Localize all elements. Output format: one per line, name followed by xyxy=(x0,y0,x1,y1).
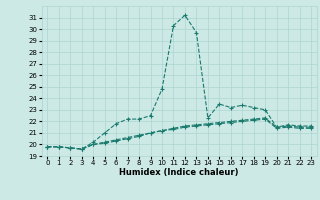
X-axis label: Humidex (Indice chaleur): Humidex (Indice chaleur) xyxy=(119,168,239,177)
